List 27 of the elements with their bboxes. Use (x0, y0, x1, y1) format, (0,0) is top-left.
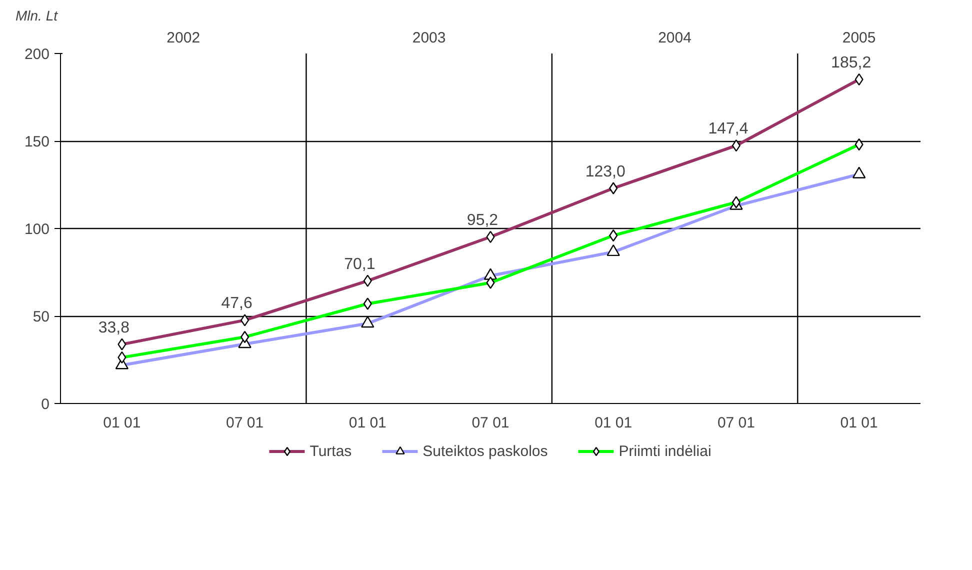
data-label: 185,2 (831, 54, 872, 72)
y-tick-label: 50 (32, 308, 50, 326)
x-tick-label: 07 01 (717, 414, 755, 432)
legend-label: Suteiktos paskolos (422, 442, 548, 460)
text: 2004 (658, 30, 692, 46)
x-tick-label: 01 01 (594, 414, 632, 432)
data-label: 33,8 (98, 319, 130, 336)
text: 2003 (412, 30, 446, 46)
text: 2002 (166, 30, 200, 46)
x-tick-label: 01 01 (840, 414, 878, 432)
x-tick-label: 07 01 (226, 414, 264, 432)
x-tick-label: 01 01 (348, 414, 386, 432)
data-label: 47,6 (221, 295, 252, 312)
y-tick-label: 150 (24, 134, 50, 150)
y-tick-label: 200 (24, 46, 50, 63)
y-tick-label: 100 (24, 221, 50, 238)
data-label: 70,1 (344, 256, 376, 273)
y-tick-label: 0 (41, 396, 50, 413)
data-label: 95,2 (466, 212, 498, 229)
data-label: 147,4 (708, 120, 748, 138)
x-tick-label: 07 01 (472, 414, 510, 432)
data-label: 123,0 (585, 163, 626, 180)
y-axis-title: Mln. Lt (16, 8, 59, 24)
legend-label: Turtas (310, 442, 352, 460)
x-tick-label: 01 01 (103, 414, 141, 432)
text: 2005 (842, 30, 876, 46)
legend-label: Priimti indėliai (618, 442, 712, 460)
